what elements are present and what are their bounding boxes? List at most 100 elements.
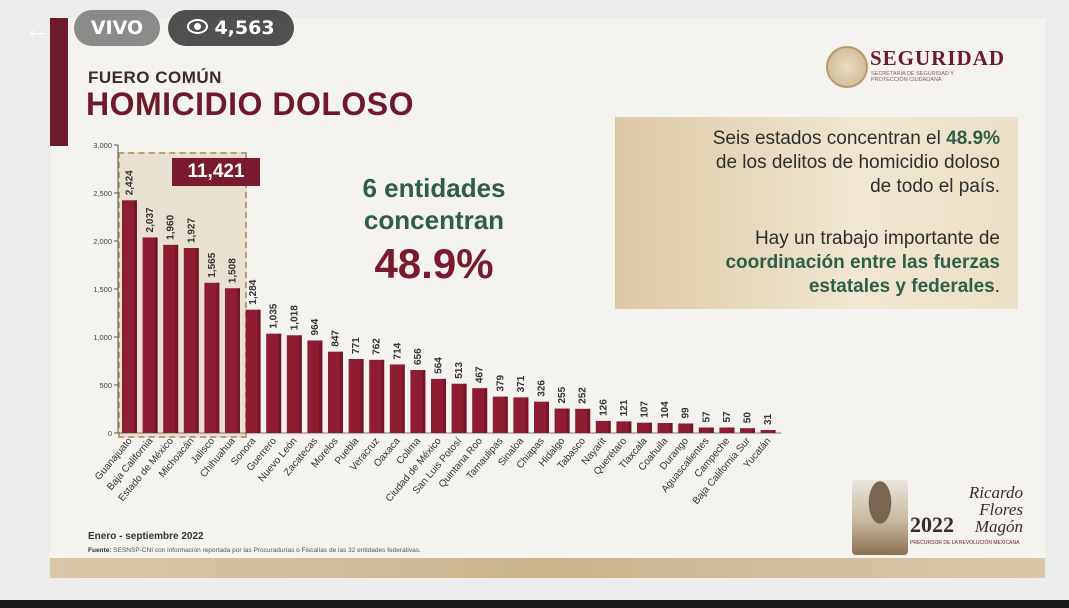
info-line-6: estatales y federales. xyxy=(620,275,1000,299)
value-label: 255 xyxy=(557,386,568,403)
back-arrow-icon[interactable]: ← xyxy=(24,14,50,44)
y-tick-label: 2,500 xyxy=(93,189,112,198)
value-label: 656 xyxy=(413,348,424,365)
value-label: 126 xyxy=(598,399,609,416)
source-note: Fuente: SESNSP-CNI con información repor… xyxy=(88,547,421,554)
value-label: 2,037 xyxy=(145,207,156,232)
portrait-image xyxy=(852,480,908,555)
bar-shade xyxy=(237,288,240,433)
bar xyxy=(595,420,611,433)
value-label: 371 xyxy=(516,375,527,392)
bar xyxy=(760,430,776,433)
info-text: Seis estados concentran el xyxy=(712,128,947,149)
accent-bar xyxy=(50,18,68,146)
center-line-2: concentran xyxy=(363,205,505,235)
value-label: 379 xyxy=(495,374,506,391)
value-label: 847 xyxy=(331,330,342,347)
bar xyxy=(204,282,220,433)
value-label: 57 xyxy=(701,411,712,423)
bar xyxy=(431,378,446,433)
bar xyxy=(698,427,714,433)
value-label: 1,565 xyxy=(207,252,218,277)
info-line-1: Seis estados concentran el 48.9% xyxy=(620,127,1000,151)
bar-chart: 0 500 1,000 1,500 2,000 2,500 3,000 2,424 2,037… xyxy=(93,141,782,507)
value-labels: 2,424 2,037 1,960 1,927 1,565 1,508 1,284 1,035… xyxy=(125,170,775,425)
bar xyxy=(678,423,694,433)
value-label: 762 xyxy=(372,338,383,355)
anniversary-year: 2022 xyxy=(910,512,954,537)
slide-title: HOMICIDIO DOLOSO xyxy=(86,86,414,122)
value-label: 57 xyxy=(722,411,733,423)
bar xyxy=(451,383,467,433)
y-tick-label: 1,000 xyxy=(93,333,112,342)
bar xyxy=(554,408,570,433)
bar-shade xyxy=(216,282,220,433)
eye-icon xyxy=(187,19,209,34)
value-label: 1,284 xyxy=(248,279,259,304)
value-label: 1,018 xyxy=(289,305,300,330)
bar-shade xyxy=(504,396,508,433)
y-tick-label: 500 xyxy=(99,381,112,390)
bar xyxy=(245,309,261,433)
bar xyxy=(183,248,199,433)
info-line-4: Hay un trabajo importante de xyxy=(754,228,1000,249)
source-text: SESNSP-CNI con información reportada por… xyxy=(113,547,421,554)
anniversary-subtext: PRECURSOR DE LA REVOLUCIÓN MEXICANA xyxy=(910,540,1020,546)
bar xyxy=(286,335,302,433)
value-label: 252 xyxy=(578,387,589,404)
bar xyxy=(389,364,405,433)
bar-shade xyxy=(154,237,158,433)
period-label: Enero - septiembre 2022 xyxy=(88,531,204,542)
bar xyxy=(142,237,158,433)
live-badge: VIVO xyxy=(74,10,160,46)
value-label: 771 xyxy=(351,337,362,354)
bar xyxy=(616,421,632,433)
info-line-3: de todo el país. xyxy=(870,176,1000,197)
bar-shade xyxy=(443,378,446,433)
bar-shade xyxy=(669,423,673,433)
bar xyxy=(719,427,735,433)
value-label: 2,424 xyxy=(125,170,136,195)
value-label: 326 xyxy=(537,380,548,397)
viewer-count-badge: 4,563 xyxy=(168,10,294,46)
value-label: 104 xyxy=(660,401,671,418)
bar-shade xyxy=(628,421,632,433)
y-tick-label: 3,000 xyxy=(93,141,112,150)
center-message: 6 entidades concentran 48.9% xyxy=(318,172,550,292)
value-label: 31 xyxy=(763,413,774,425)
logo-name: SEGURIDAD xyxy=(870,46,1006,70)
bar-shade xyxy=(278,333,282,433)
logo-subtext: SECRETARÍA DE SEGURIDAD Y PROTECCIÓN CIU… xyxy=(871,71,954,83)
bar xyxy=(575,408,591,433)
bar xyxy=(307,340,323,433)
value-label: 99 xyxy=(681,407,692,419)
y-tick-label: 2,000 xyxy=(93,237,112,246)
bar-shade xyxy=(319,340,323,433)
bar-shade xyxy=(422,370,426,433)
bar xyxy=(369,359,385,433)
info-line-5: coordinación entre las fuerzas xyxy=(620,251,1000,275)
bar-shade xyxy=(175,244,179,433)
bottom-band xyxy=(50,558,1045,578)
bar xyxy=(163,244,179,433)
bar-shade xyxy=(752,428,755,433)
value-label: 121 xyxy=(619,399,630,416)
bar-shade xyxy=(710,427,714,433)
bar xyxy=(328,351,343,433)
bar xyxy=(410,370,426,433)
bar-shade xyxy=(566,408,570,433)
coat-of-arms-icon xyxy=(826,46,868,88)
seguridad-logo: SEGURIDAD SECRETARÍA DE SEGURIDAD Y PROT… xyxy=(826,44,1026,88)
value-label: 964 xyxy=(310,318,321,335)
anniversary-logo: 2022 Ricardo Flores Magón PRECURSOR DE L… xyxy=(850,480,1025,555)
bar-shade xyxy=(690,423,694,433)
info-line-2: de los delitos de homicidio doloso xyxy=(715,152,1000,173)
bar-shade xyxy=(587,408,591,433)
value-label: 714 xyxy=(392,342,403,359)
value-label: 467 xyxy=(475,366,486,383)
bar xyxy=(657,423,673,433)
bar-shade xyxy=(381,359,385,433)
value-label: 1,927 xyxy=(186,218,197,243)
